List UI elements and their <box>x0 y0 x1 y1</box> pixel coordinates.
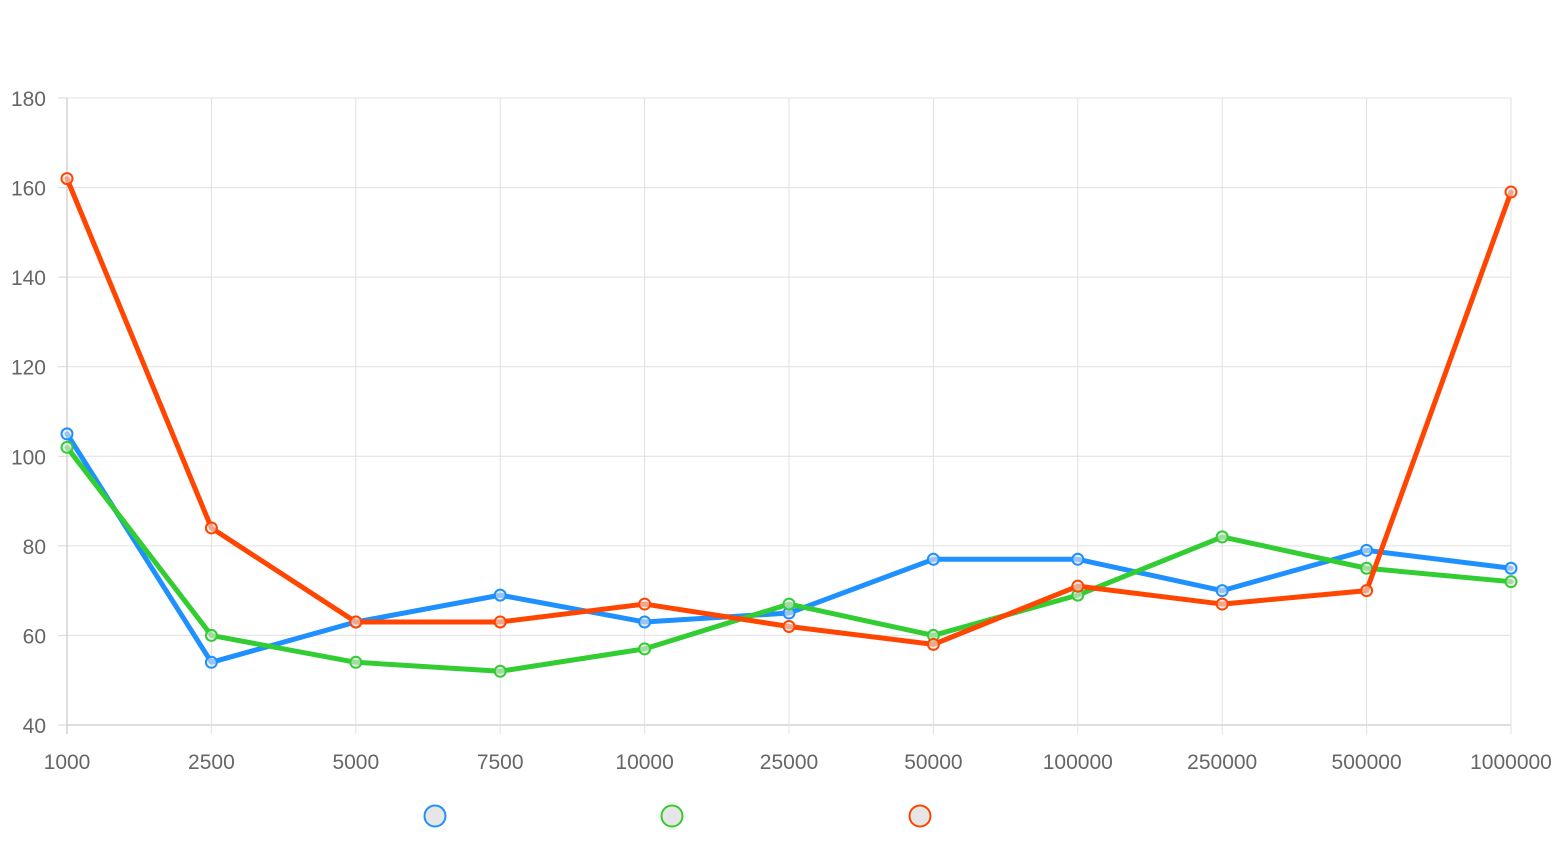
x-tick-label: 250000 <box>1187 751 1257 774</box>
y-tick-label: 60 <box>23 625 46 648</box>
data-point[interactable] <box>1215 597 1229 611</box>
data-point[interactable] <box>638 615 652 629</box>
x-tick-label: 1000000 <box>1470 751 1552 774</box>
series-3 <box>60 172 1518 651</box>
axes <box>58 97 67 726</box>
legend[interactable] <box>423 804 932 828</box>
data-point[interactable] <box>926 637 940 651</box>
data-point[interactable] <box>204 628 218 642</box>
y-tick-label: 80 <box>23 536 46 559</box>
data-point[interactable] <box>1360 543 1374 557</box>
data-point[interactable] <box>1504 185 1518 199</box>
data-point[interactable] <box>1215 530 1229 544</box>
data-point[interactable] <box>1360 561 1374 575</box>
data-point[interactable] <box>926 552 940 566</box>
legend-marker-series-1[interactable] <box>423 804 447 828</box>
tick-labels: 40 60 80 100 120 140 160 180 1000 2500 5000 7500 100… <box>11 88 1552 774</box>
grid-lines <box>66 97 1512 734</box>
x-tick-label: 2500 <box>188 751 235 774</box>
y-tick-label: 120 <box>11 357 46 380</box>
data-point[interactable] <box>782 597 796 611</box>
data-point[interactable] <box>60 172 74 186</box>
x-tick-label: 50000 <box>904 751 962 774</box>
x-tick-label: 1000 <box>44 751 91 774</box>
data-point[interactable] <box>60 427 74 441</box>
y-tick-label: 180 <box>11 88 46 111</box>
data-point[interactable] <box>349 655 363 669</box>
y-tick-label: 140 <box>11 267 46 290</box>
legend-marker-series-3[interactable] <box>908 804 932 828</box>
data-point[interactable] <box>638 597 652 611</box>
x-tick-label: 100000 <box>1043 751 1113 774</box>
data-point[interactable] <box>204 655 218 669</box>
data-point[interactable] <box>493 615 507 629</box>
legend-marker-series-2[interactable] <box>660 804 684 828</box>
data-point[interactable] <box>204 521 218 535</box>
data-point[interactable] <box>60 440 74 454</box>
data-point[interactable] <box>1071 579 1085 593</box>
x-tick-label: 10000 <box>615 751 673 774</box>
data-point[interactable] <box>1215 584 1229 598</box>
data-point[interactable] <box>1071 552 1085 566</box>
data-point[interactable] <box>349 615 363 629</box>
x-tick-label: 7500 <box>477 751 524 774</box>
series-1 <box>60 427 1518 669</box>
x-tick-label: 25000 <box>760 751 818 774</box>
data-point[interactable] <box>493 588 507 602</box>
data-point[interactable] <box>1360 584 1374 598</box>
series-2 <box>60 440 1518 678</box>
series-lines <box>60 172 1518 678</box>
x-tick-label: 500000 <box>1332 751 1402 774</box>
y-tick-label: 160 <box>11 178 46 201</box>
data-point[interactable] <box>1504 561 1518 575</box>
y-tick-label: 40 <box>23 715 46 738</box>
data-point[interactable] <box>493 664 507 678</box>
data-point[interactable] <box>782 619 796 633</box>
data-point[interactable] <box>1504 575 1518 589</box>
x-tick-label: 5000 <box>332 751 379 774</box>
data-point[interactable] <box>638 642 652 656</box>
y-tick-label: 100 <box>11 446 46 469</box>
